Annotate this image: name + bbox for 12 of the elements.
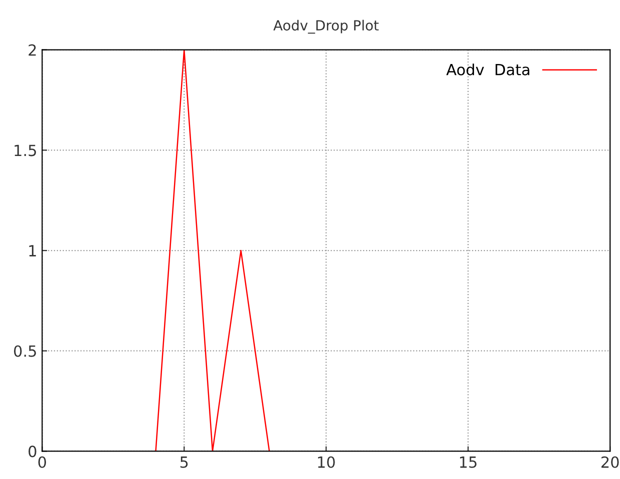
- y-tick-label: 0.5: [14, 345, 36, 357]
- x-tick-label: 20: [601, 456, 619, 468]
- y-tick-label: 1: [29, 245, 36, 256]
- chart-title: Aodv_Drop Plot: [273, 20, 379, 34]
- legend-label: Aodv Data: [446, 64, 530, 76]
- y-tick-label: 0: [28, 446, 36, 458]
- x-tick-label: 15: [460, 456, 476, 468]
- x-tick-label: 10: [318, 456, 335, 468]
- y-tick-label: 2: [28, 44, 36, 56]
- x-tick-label: 0: [38, 456, 46, 468]
- y-tick-label: 1.5: [14, 144, 36, 156]
- x-tick-label: 5: [180, 456, 188, 468]
